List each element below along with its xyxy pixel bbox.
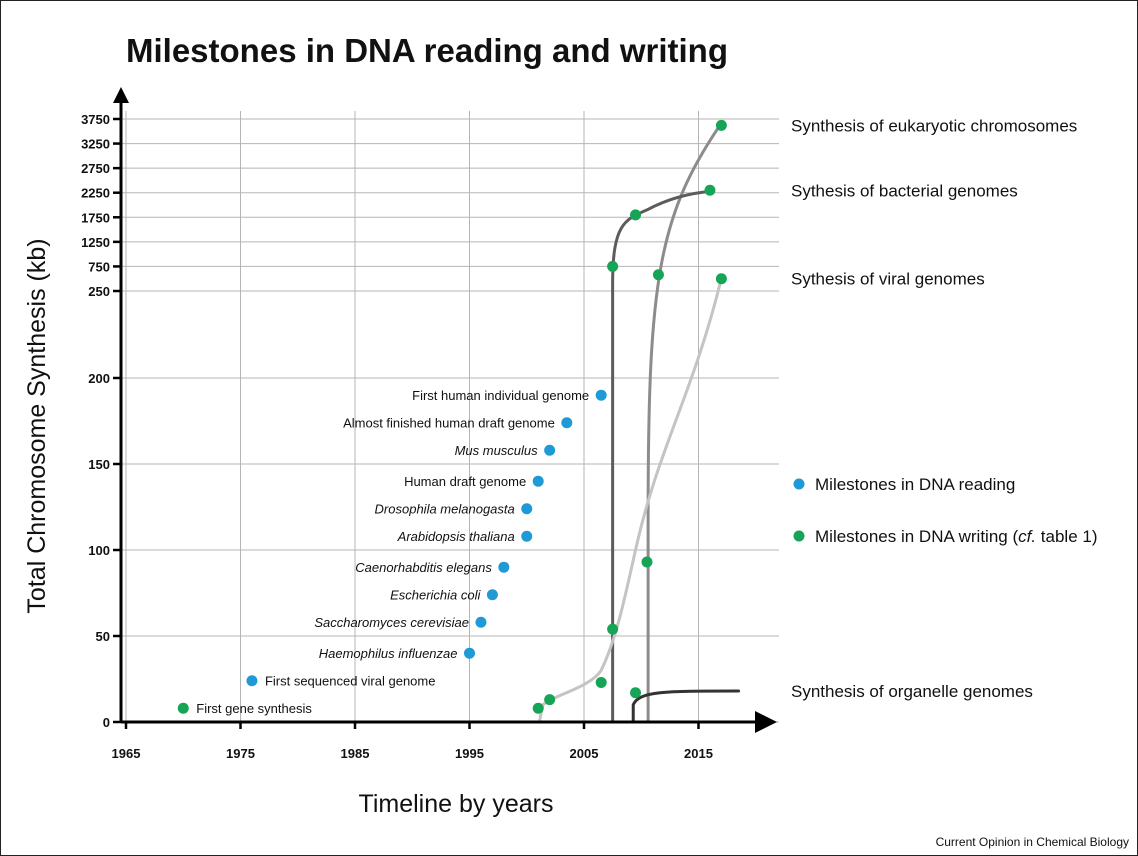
x-axis-label: Timeline by years: [359, 790, 554, 818]
reading-milestone-point: [498, 561, 510, 573]
reading-milestone-point: [544, 444, 556, 456]
writing-milestone-point: [715, 273, 727, 285]
x-tick-label: 2015: [684, 746, 713, 761]
reading-milestone-label: Human draft genome: [404, 474, 526, 489]
legend-reading-label: Milestones in DNA reading: [815, 475, 1015, 494]
y-tick-label: 200: [88, 371, 110, 386]
writing-milestone-label: First gene synthesis: [196, 701, 312, 716]
growth-curve: [631, 689, 741, 724]
grid-lines: [121, 111, 779, 723]
reading-milestone-label: First sequenced viral genome: [265, 674, 436, 689]
reading-milestone-point: [475, 616, 487, 628]
reading-milestone-label: Mus musculus: [455, 443, 539, 458]
growth-curve: [646, 119, 725, 724]
reading-milestone-point: [595, 389, 607, 401]
writing-milestone-point: [177, 702, 189, 714]
chart-title: Milestones in DNA reading and writing: [126, 32, 728, 69]
writing-milestone-point: [630, 687, 642, 699]
y-axis-label: Total Chromosome Synthesis (kb): [23, 238, 51, 613]
reading-milestone-point: [521, 530, 533, 542]
reading-milestone-label: Caenorhabditis elegans: [355, 560, 492, 575]
legend-writing-marker: [793, 530, 805, 542]
y-axis-arrow: [113, 87, 129, 103]
growth-curve: [611, 189, 714, 724]
x-tick-label: 1985: [341, 746, 370, 761]
axes: [113, 87, 777, 733]
y-tick-label: 1750: [81, 210, 110, 225]
reading-milestone-label: Escherichia coli: [390, 588, 481, 603]
reading-milestone-point: [561, 417, 573, 429]
y-tick-label: 750: [88, 259, 110, 274]
reading-milestone-point: [246, 675, 258, 687]
writing-milestone-point: [607, 260, 619, 272]
y-tick-label: 0: [103, 715, 110, 730]
y-tick-label: 50: [96, 629, 110, 644]
reading-milestone-label: Haemophilus influenzae: [319, 646, 458, 661]
legend: Milestones in DNA reading Milestones in D…: [793, 475, 1098, 546]
y-tick-label: 150: [88, 457, 110, 472]
y-tick-label: 250: [88, 284, 110, 299]
x-tick-label: 1965: [112, 746, 141, 761]
reading-milestone-label: Saccharomyces cerevisiae: [314, 615, 469, 630]
legend-writing-label: Milestones in DNA writing (cf. table 1): [815, 527, 1098, 546]
writing-milestone-point: [607, 623, 619, 635]
y-tick-label: 3250: [81, 137, 110, 152]
writing-milestone-point: [715, 119, 727, 131]
x-tick-label: 1975: [226, 746, 255, 761]
reading-milestone-label: First human individual genome: [412, 388, 589, 403]
reading-milestone-point: [486, 589, 498, 601]
x-tick-label: 2005: [570, 746, 599, 761]
writing-milestone-point: [652, 269, 664, 281]
growth-curve: [537, 276, 723, 724]
reading-milestone-label: Drosophila melanogasta: [375, 502, 515, 517]
y-tick-label: 3750: [81, 112, 110, 127]
y-tick-label: 100: [88, 543, 110, 558]
reading-milestone-label: Arabidopsis thaliana: [397, 529, 515, 544]
reading-milestone-point: [464, 647, 475, 659]
curve-label: Sythesis of viral genomes: [791, 270, 985, 289]
y-tick-label: 1250: [81, 235, 110, 250]
writing-milestone-point: [630, 209, 642, 221]
curve-label: Sythesis of bacterial genomes: [791, 181, 1018, 200]
reading-milestone-point: [532, 475, 544, 487]
y-tick-label: 2750: [81, 161, 110, 176]
writing-milestone-point: [641, 556, 653, 568]
data-points: [177, 119, 727, 714]
x-tick-label: 1995: [455, 746, 484, 761]
tick-labels: 1965 1975 1985 1995 2005 2015 0 50 100 150 200 250 7…: [81, 112, 713, 761]
writing-milestone-point: [544, 694, 556, 706]
x-axis-arrow: [755, 711, 777, 733]
point-labels: Synthesis of eukaryotic chromosomes Sythe…: [196, 116, 1077, 716]
reading-milestone-label: Almost finished human draft genome: [343, 416, 555, 431]
writing-milestone-point: [704, 184, 716, 196]
writing-milestone-point: [532, 702, 544, 714]
curve-label: Synthesis of eukaryotic chromosomes: [791, 116, 1077, 135]
writing-milestone-point: [595, 676, 607, 688]
y-tick-label: 2250: [81, 186, 110, 201]
credit-text: Current Opinion in Chemical Biology: [936, 835, 1129, 849]
curve-label: Synthesis of organelle genomes: [791, 682, 1033, 701]
reading-milestone-point: [521, 503, 533, 515]
legend-reading-marker: [793, 478, 805, 490]
